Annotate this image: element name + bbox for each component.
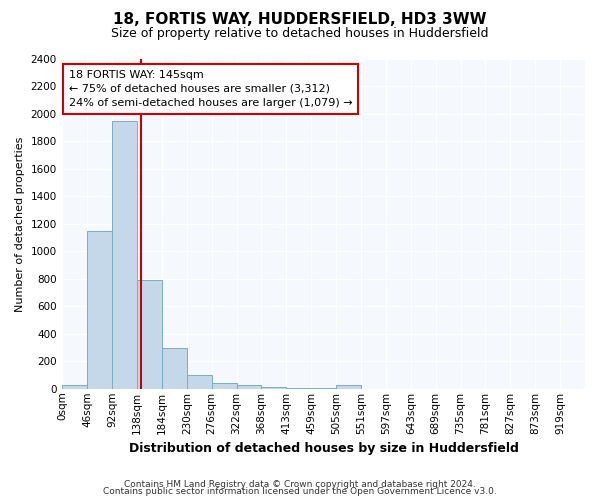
Bar [262, 386, 286, 389]
Text: Contains HM Land Registry data © Crown copyright and database right 2024.: Contains HM Land Registry data © Crown c… [124, 480, 476, 489]
Bar [87, 231, 112, 389]
Text: Size of property relative to detached houses in Huddersfield: Size of property relative to detached ho… [111, 28, 489, 40]
Bar [212, 382, 236, 389]
Bar [311, 388, 336, 389]
Bar [112, 121, 137, 389]
Text: 18, FORTIS WAY, HUDDERSFIELD, HD3 3WW: 18, FORTIS WAY, HUDDERSFIELD, HD3 3WW [113, 12, 487, 28]
Bar [137, 280, 162, 389]
Bar [162, 348, 187, 389]
Bar [187, 375, 212, 389]
Bar [286, 388, 311, 389]
Bar [236, 384, 262, 389]
X-axis label: Distribution of detached houses by size in Huddersfield: Distribution of detached houses by size … [129, 442, 518, 455]
Text: 18 FORTIS WAY: 145sqm
← 75% of detached houses are smaller (3,312)
24% of semi-d: 18 FORTIS WAY: 145sqm ← 75% of detached … [69, 70, 352, 108]
Text: Contains public sector information licensed under the Open Government Licence v3: Contains public sector information licen… [103, 487, 497, 496]
Bar [62, 384, 87, 389]
Y-axis label: Number of detached properties: Number of detached properties [15, 136, 25, 312]
Bar [336, 386, 361, 389]
